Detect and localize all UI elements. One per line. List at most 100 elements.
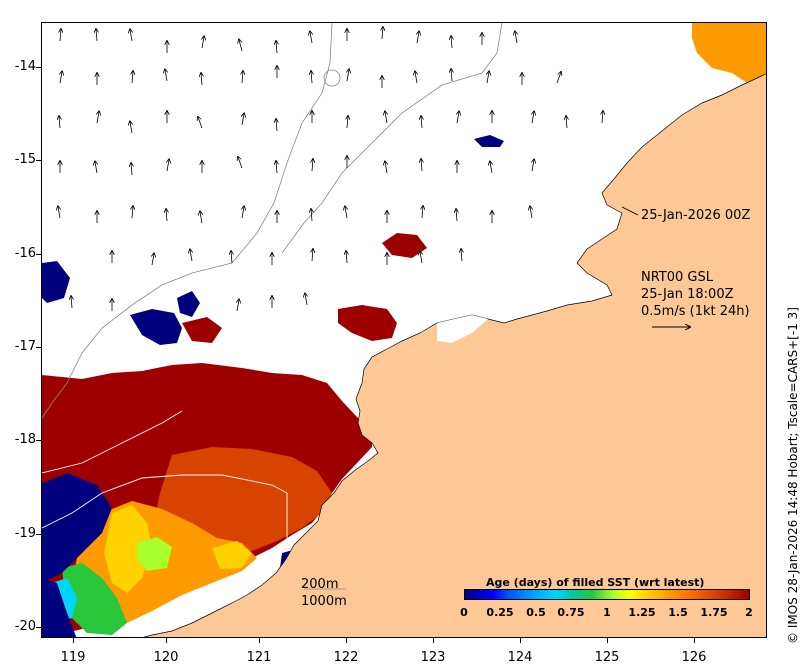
x-tick-label: 122 bbox=[333, 650, 359, 665]
current-vector bbox=[202, 36, 204, 49]
x-tick-label: 123 bbox=[420, 650, 446, 665]
sst-age-0-region-sw bbox=[42, 578, 77, 637]
y-tick-label: -14 bbox=[14, 59, 36, 74]
legend-tick: 1 bbox=[603, 606, 611, 619]
legend-tick: 2 bbox=[745, 606, 753, 619]
current-vector bbox=[242, 206, 244, 219]
current-vector bbox=[190, 249, 192, 262]
current-vector bbox=[131, 163, 132, 176]
current-vector bbox=[530, 206, 532, 219]
date-pointer-line bbox=[621, 206, 639, 216]
current-vector bbox=[451, 69, 452, 82]
current-vector bbox=[566, 116, 567, 129]
legend-tick: 0 bbox=[460, 606, 468, 619]
current-vector bbox=[417, 31, 419, 44]
legend-tick: 1.25 bbox=[628, 606, 656, 619]
sst-age-1-5-patch-northeast bbox=[692, 23, 766, 83]
map-area bbox=[41, 22, 767, 638]
current-vector bbox=[382, 27, 383, 40]
x-tick-mark bbox=[346, 638, 347, 643]
y-tick-label: -17 bbox=[14, 339, 36, 354]
current-vector bbox=[385, 111, 387, 124]
isobath-200m bbox=[42, 23, 333, 419]
reef-outline bbox=[323, 69, 341, 87]
current-vector bbox=[132, 206, 133, 219]
current-vector bbox=[310, 31, 312, 44]
current-vector bbox=[312, 249, 313, 262]
sst-age-1-25-region bbox=[104, 505, 152, 593]
y-tick-mark bbox=[36, 160, 41, 161]
current-vector bbox=[456, 209, 457, 222]
current-vector bbox=[276, 41, 277, 54]
x-tick-mark bbox=[433, 638, 434, 643]
current-vector bbox=[345, 206, 347, 219]
current-vector bbox=[130, 29, 132, 42]
current-vector bbox=[415, 71, 417, 84]
vector-scale-label: 0.5m/s (1kt 24h) bbox=[641, 304, 750, 319]
x-tick-label: 121 bbox=[246, 650, 272, 665]
legend-tick: 0.75 bbox=[557, 606, 585, 619]
current-vector bbox=[58, 206, 60, 219]
legend-colorbar bbox=[464, 589, 750, 600]
sst-age-0-patch-west-shelf bbox=[130, 309, 182, 345]
current-vector bbox=[242, 71, 243, 84]
sst-age-0-patch-northwest bbox=[42, 261, 70, 303]
map-canvas bbox=[42, 23, 766, 637]
y-tick-mark bbox=[36, 67, 41, 68]
current-vector bbox=[201, 73, 202, 86]
current-vector bbox=[421, 159, 422, 172]
y-tick-mark bbox=[36, 627, 41, 628]
x-tick-label: 119 bbox=[60, 650, 86, 665]
current-vector bbox=[60, 29, 61, 42]
isobath-1000m bbox=[281, 23, 503, 254]
isobath-200m-inner bbox=[42, 410, 183, 474]
current-vector bbox=[165, 69, 167, 82]
x-tick-mark bbox=[259, 638, 260, 643]
x-tick-label: 120 bbox=[153, 650, 179, 665]
isobath-200m-label: 200m bbox=[301, 577, 339, 592]
sst-age-0-region-west bbox=[42, 473, 112, 583]
sst-age-2-patch-mid bbox=[382, 233, 427, 258]
time-label: 25-Jan 18:00Z bbox=[641, 287, 734, 302]
current-vector bbox=[200, 211, 202, 224]
y-tick-label: -18 bbox=[14, 432, 36, 447]
current-vector bbox=[152, 253, 154, 266]
current-vector bbox=[312, 159, 313, 172]
x-tick-mark bbox=[73, 638, 74, 643]
current-vector bbox=[167, 159, 169, 172]
current-vector bbox=[311, 209, 312, 222]
current-vector bbox=[457, 111, 459, 124]
sst-age-0-patch-north bbox=[474, 135, 504, 147]
product-label: NRT00 GSL bbox=[641, 270, 713, 285]
legend-title: Age (days) of filled SST (wrt latest) bbox=[486, 576, 705, 589]
legend-tick: 0.25 bbox=[486, 606, 514, 619]
current-vector bbox=[60, 71, 62, 84]
coastal-gap bbox=[437, 315, 488, 343]
current-vector bbox=[276, 161, 277, 174]
current-vector bbox=[130, 121, 132, 134]
current-vector bbox=[276, 119, 277, 132]
x-tick-mark bbox=[607, 638, 608, 643]
current-vector bbox=[311, 71, 312, 84]
y-tick-mark bbox=[36, 347, 41, 348]
current-vector bbox=[97, 111, 99, 124]
current-vector bbox=[602, 111, 603, 124]
current-vector bbox=[490, 161, 492, 174]
current-vector bbox=[532, 159, 534, 172]
current-vector bbox=[515, 31, 517, 44]
sst-age-2-patch-north bbox=[338, 305, 397, 341]
current-vector bbox=[487, 71, 489, 84]
current-vector bbox=[96, 29, 97, 42]
current-vector bbox=[166, 209, 167, 222]
x-tick-label: 126 bbox=[681, 650, 707, 665]
current-vector bbox=[59, 116, 60, 129]
current-vector bbox=[95, 161, 97, 174]
current-vector bbox=[347, 69, 349, 82]
sst-age-1-region bbox=[137, 537, 172, 571]
y-tick-label: -15 bbox=[14, 152, 36, 167]
current-vector bbox=[71, 296, 72, 309]
y-tick-label: -20 bbox=[14, 619, 36, 634]
current-vector bbox=[532, 111, 534, 124]
x-tick-mark bbox=[520, 638, 521, 643]
current-vector bbox=[451, 36, 452, 49]
